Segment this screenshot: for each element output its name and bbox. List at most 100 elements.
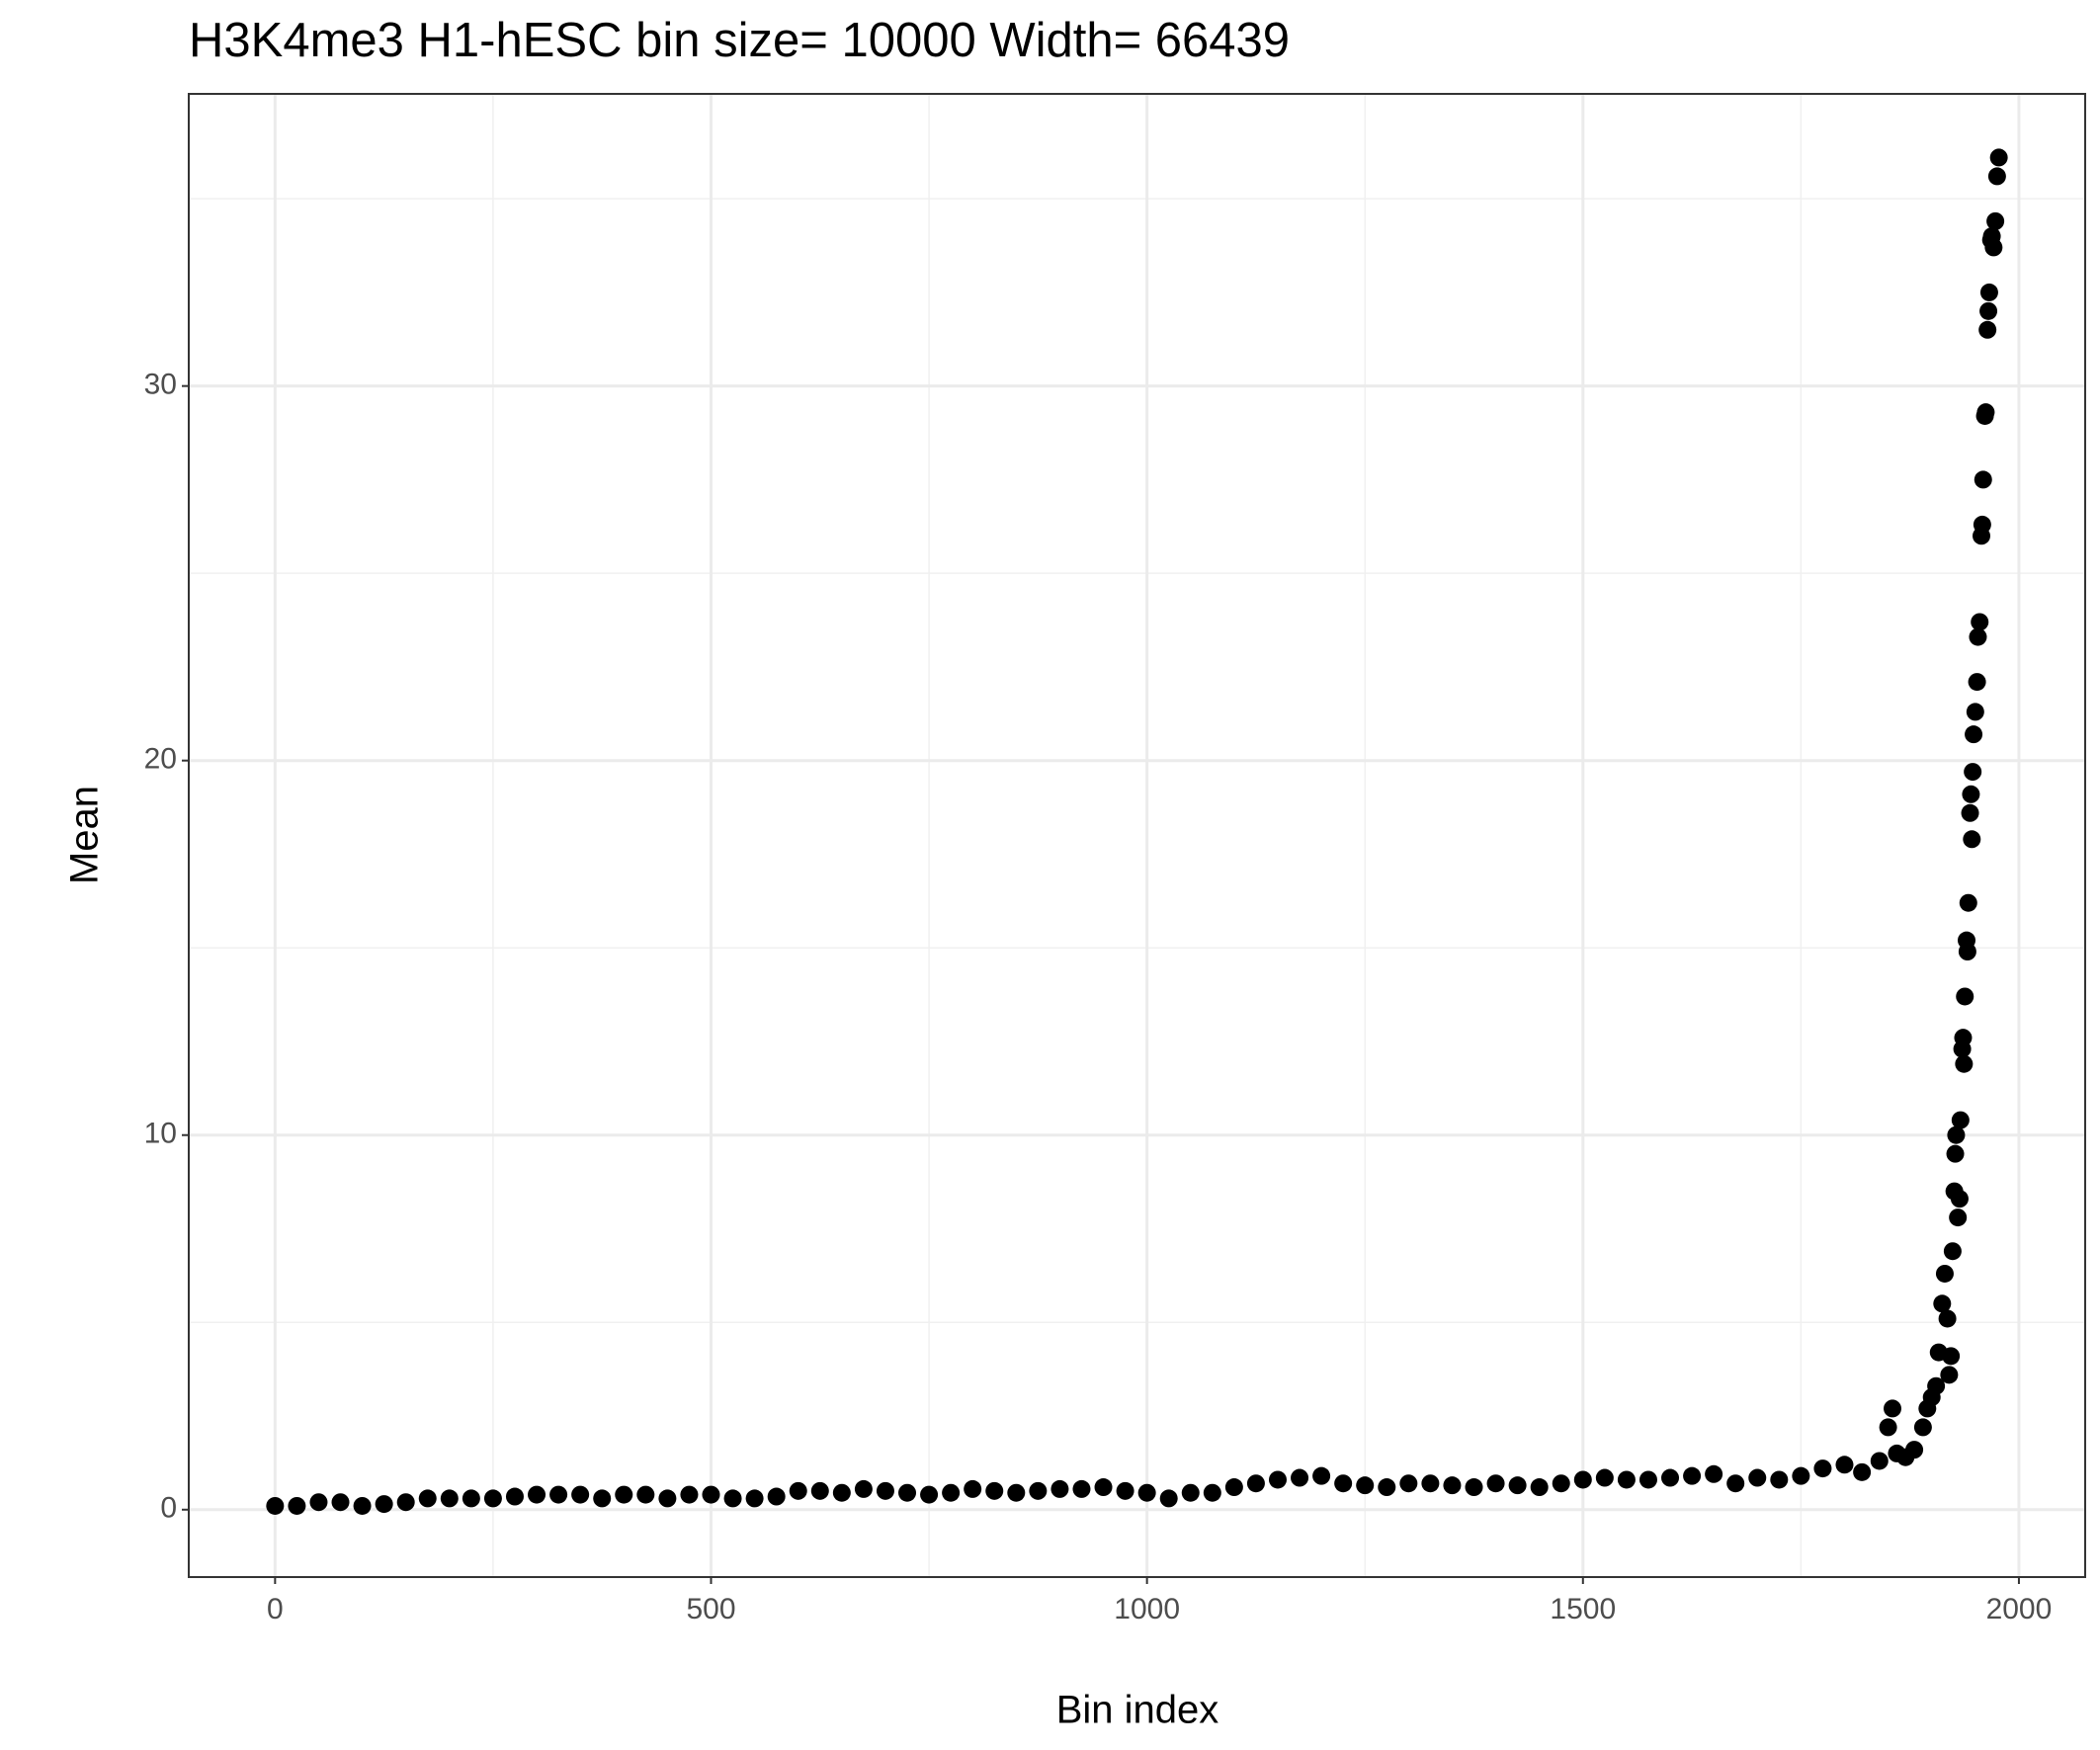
- point: [1246, 1474, 1265, 1493]
- point: [1334, 1474, 1353, 1493]
- x-tick-label: 0: [267, 1593, 284, 1625]
- point: [1933, 1294, 1952, 1313]
- point: [1268, 1470, 1287, 1489]
- point: [1973, 515, 1991, 534]
- point: [767, 1487, 786, 1506]
- point: [1947, 1125, 1966, 1144]
- point: [964, 1479, 982, 1498]
- point: [1959, 893, 1977, 912]
- point: [1638, 1470, 1657, 1489]
- point: [1905, 1441, 1924, 1459]
- point: [636, 1485, 655, 1504]
- point: [1984, 238, 2003, 257]
- point: [549, 1485, 568, 1504]
- point: [1813, 1459, 1832, 1478]
- point: [854, 1479, 873, 1498]
- point: [462, 1489, 480, 1508]
- point: [1094, 1478, 1113, 1497]
- point: [1356, 1476, 1375, 1495]
- point: [1486, 1474, 1505, 1493]
- x-tick-label: 500: [686, 1593, 735, 1625]
- point: [1946, 1144, 1965, 1163]
- point: [723, 1489, 742, 1508]
- point: [309, 1493, 328, 1512]
- point: [1530, 1478, 1549, 1497]
- point: [1943, 1242, 1962, 1261]
- point: [985, 1481, 1004, 1500]
- point: [1956, 987, 1974, 1006]
- chart-title: H3K4me3 H1-hESC bin size= 10000 Width= 6…: [189, 14, 1290, 67]
- point: [1986, 211, 2005, 230]
- point: [1979, 283, 1998, 301]
- point: [1007, 1483, 1026, 1502]
- point: [1971, 613, 1989, 631]
- point: [1683, 1466, 1702, 1485]
- point: [1942, 1347, 1961, 1366]
- point: [528, 1485, 546, 1504]
- point: [789, 1481, 807, 1500]
- x-tick-label: 2000: [1986, 1593, 2053, 1625]
- point: [1938, 1309, 1957, 1328]
- y-tick-label: 20: [144, 743, 177, 776]
- point: [1835, 1456, 1854, 1474]
- point: [1853, 1462, 1872, 1481]
- point: [1935, 1264, 1954, 1283]
- point: [1964, 763, 1982, 782]
- point: [1203, 1483, 1221, 1502]
- point: [571, 1485, 590, 1504]
- point: [1617, 1470, 1636, 1489]
- point: [615, 1485, 633, 1504]
- x-axis-title: Bin index: [1056, 1689, 1219, 1732]
- point: [1870, 1452, 1889, 1470]
- point: [1989, 148, 2008, 167]
- point: [1913, 1418, 1932, 1437]
- point: [1770, 1470, 1789, 1489]
- point: [1050, 1479, 1069, 1498]
- point: [418, 1489, 437, 1508]
- point: [1726, 1474, 1745, 1493]
- point: [1224, 1478, 1243, 1497]
- point: [920, 1485, 939, 1504]
- point: [1399, 1474, 1418, 1493]
- x-tick-label: 1000: [1114, 1593, 1180, 1625]
- point: [680, 1485, 699, 1504]
- point: [1421, 1474, 1440, 1493]
- point: [702, 1485, 720, 1504]
- point: [1792, 1466, 1810, 1485]
- point: [1974, 470, 1992, 489]
- point: [1969, 627, 1987, 646]
- point: [1443, 1476, 1462, 1495]
- point: [1573, 1470, 1592, 1489]
- point: [1950, 1190, 1969, 1208]
- point: [1927, 1376, 1946, 1395]
- point: [1508, 1476, 1527, 1495]
- point: [1552, 1474, 1570, 1493]
- point: [483, 1489, 502, 1508]
- point: [1661, 1468, 1680, 1487]
- point: [1955, 1054, 1974, 1073]
- point: [1966, 703, 1984, 721]
- point: [745, 1489, 764, 1508]
- point: [375, 1495, 393, 1514]
- y-tick-label: 30: [144, 369, 177, 401]
- point: [1378, 1478, 1396, 1497]
- point: [1312, 1466, 1331, 1485]
- point: [1748, 1468, 1767, 1487]
- point: [1116, 1481, 1134, 1500]
- point: [1976, 403, 1995, 422]
- point: [1961, 803, 1979, 822]
- point: [876, 1481, 894, 1500]
- point: [1978, 320, 1997, 339]
- point: [1181, 1483, 1200, 1502]
- point: [1884, 1399, 1902, 1418]
- point: [1962, 785, 1980, 803]
- point: [331, 1493, 350, 1512]
- point: [1958, 943, 1976, 961]
- point: [1029, 1481, 1048, 1500]
- point: [1137, 1483, 1156, 1502]
- y-tick-label: 0: [160, 1492, 177, 1525]
- point: [1291, 1468, 1309, 1487]
- point: [440, 1489, 459, 1508]
- point: [1965, 725, 1983, 744]
